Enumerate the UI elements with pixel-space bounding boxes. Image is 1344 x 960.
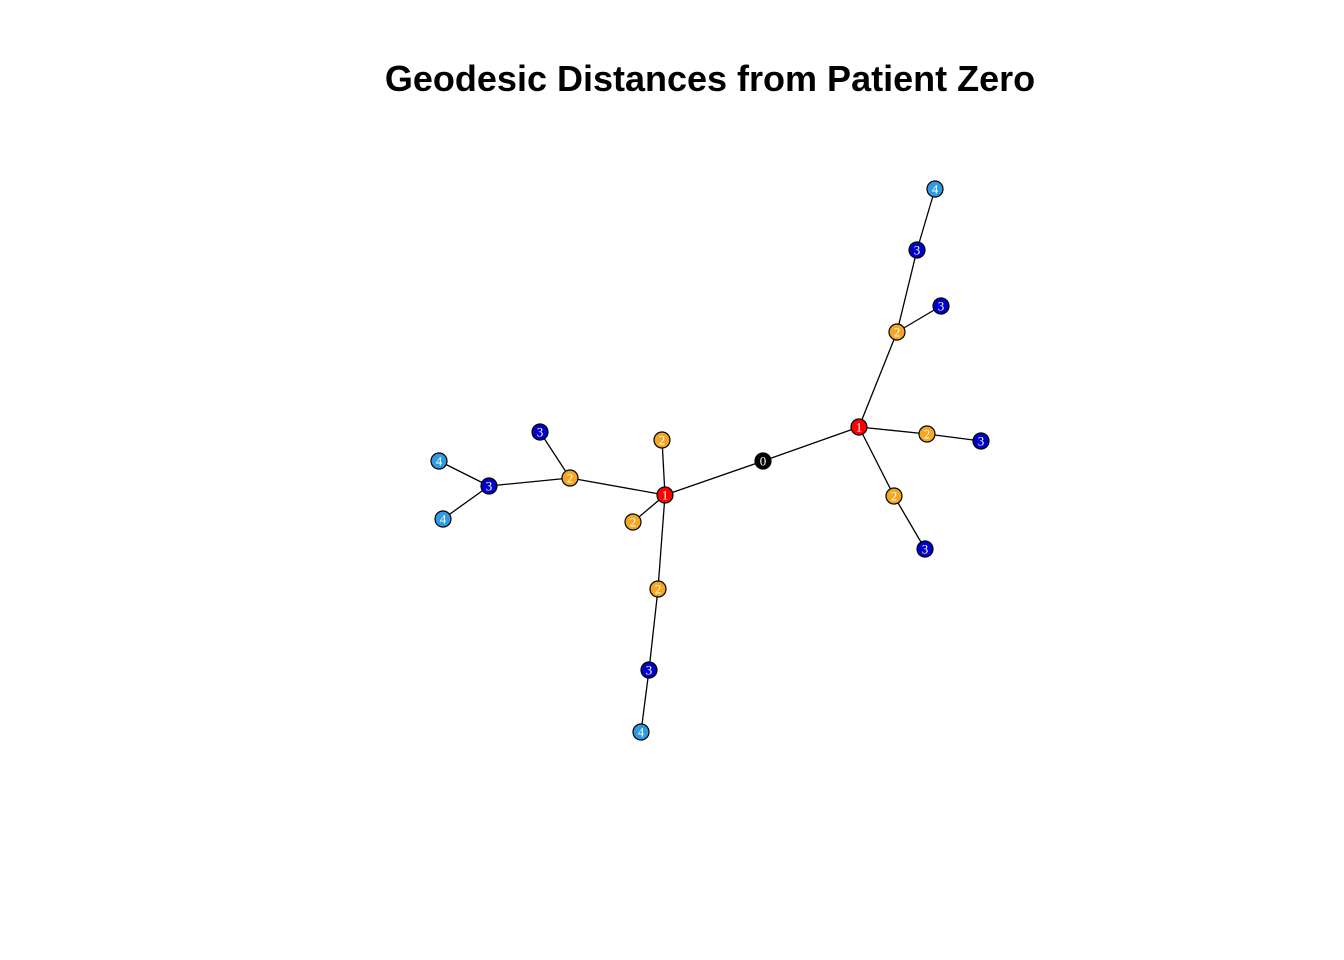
chart-title: Geodesic Distances from Patient Zero [384,58,1036,99]
node-n1: 1 [656,486,674,504]
node-label: 2 [894,325,901,340]
node-n9: 4 [430,452,448,470]
edge-n6-n8 [488,477,571,487]
node-label: 2 [655,582,662,597]
node-label: 4 [440,512,447,527]
node-n18: 4 [926,180,944,198]
edge-n6-n7 [539,431,571,479]
node-circle [908,241,926,259]
node-n5: 2 [649,580,667,598]
node-label: 3 [938,299,945,314]
node-n3: 2 [653,431,671,449]
node-n0: 0 [754,452,772,470]
node-label: 4 [436,454,443,469]
edge-n15-n20 [893,495,926,550]
node-circle [888,323,906,341]
edge-n8-n9 [438,460,490,487]
node-circle [932,297,950,315]
edge-n1-n3 [661,439,666,496]
node-label: 3 [978,434,985,449]
node-label: 4 [638,725,645,740]
node-label: 2 [659,433,666,448]
edge-n2-n13 [858,331,898,428]
edge-n13-n16 [896,249,918,333]
node-label: 3 [537,425,544,440]
edge-n5-n11 [648,588,659,671]
node-circle [918,425,936,443]
node-n6: 2 [561,469,579,487]
edge-n0-n1 [664,460,764,496]
node-n19: 3 [972,432,990,450]
edge-n2-n14 [858,426,928,435]
node-circle [754,452,772,470]
node-label: 0 [760,454,767,469]
node-circle [916,540,934,558]
node-n14: 2 [918,425,936,443]
edge-n2-n15 [858,426,895,497]
edge-n14-n19 [926,433,982,442]
node-n15: 2 [885,487,903,505]
node-circle [561,469,579,487]
node-n8: 3 [480,477,498,495]
node-label: 3 [914,243,921,258]
nodes-layer: 0 1 1 2 2 2 2 3 3 4 4 3 4 2 2 2 3 3 4 3 3 [430,180,990,741]
node-circle [640,661,658,679]
node-circle [850,418,868,436]
node-label: 3 [646,663,653,678]
node-label: 2 [630,515,637,530]
node-circle [885,487,903,505]
node-n17: 3 [932,297,950,315]
node-label: 2 [924,427,931,442]
node-circle [972,432,990,450]
node-label: 3 [922,542,929,557]
node-label: 3 [486,479,493,494]
node-circle [430,452,448,470]
node-label: 1 [856,420,863,435]
node-n16: 3 [908,241,926,259]
node-circle [926,180,944,198]
edge-n1-n6 [569,477,666,496]
node-circle [632,723,650,741]
node-circle [531,423,549,441]
node-n10: 4 [434,510,452,528]
node-n4: 2 [624,513,642,531]
node-n7: 3 [531,423,549,441]
node-label: 4 [932,182,939,197]
node-n20: 3 [916,540,934,558]
node-circle [434,510,452,528]
node-label: 2 [567,471,574,486]
edge-n8-n10 [442,485,490,520]
node-circle [649,580,667,598]
edges-layer [438,188,982,733]
edge-n11-n12 [640,669,650,733]
node-circle [480,477,498,495]
edge-n1-n5 [657,494,666,590]
node-circle [653,431,671,449]
node-label: 1 [662,488,669,503]
node-n2: 1 [850,418,868,436]
node-n13: 2 [888,323,906,341]
node-circle [624,513,642,531]
node-n11: 3 [640,661,658,679]
node-n12: 4 [632,723,650,741]
edge-n0-n2 [762,426,860,462]
edge-n16-n18 [916,188,936,251]
node-circle [656,486,674,504]
node-label: 2 [891,489,898,504]
